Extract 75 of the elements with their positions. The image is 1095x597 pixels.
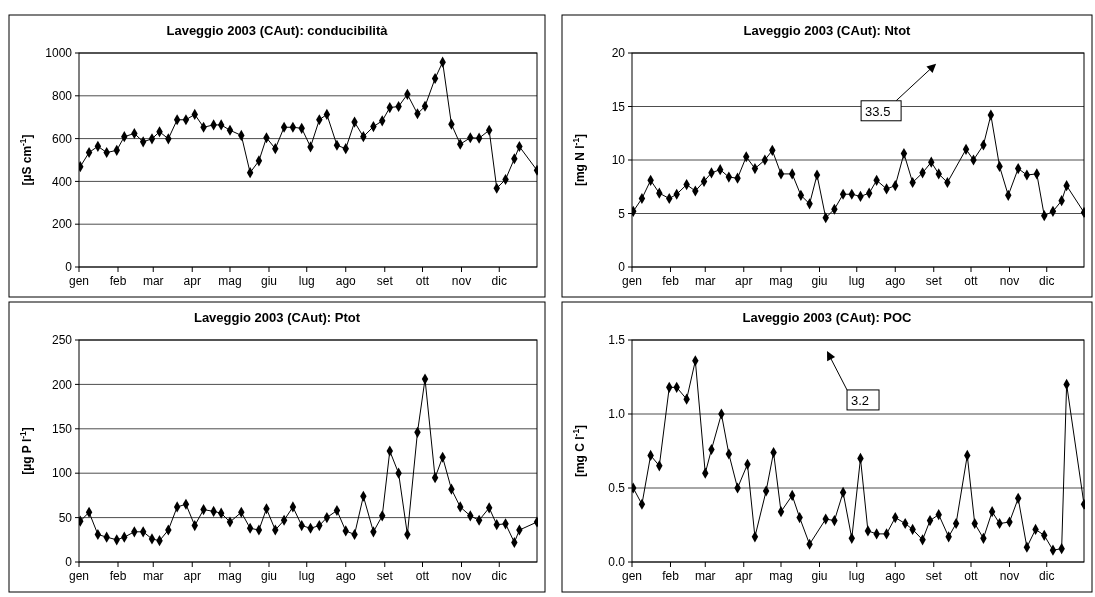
x-tick-label: mar [694, 569, 716, 583]
x-tick-label: gen [68, 569, 90, 583]
x-tick-label: gen [68, 274, 90, 288]
x-tick-label: ago [885, 274, 906, 288]
x-tick-label: feb [109, 274, 127, 288]
x-tick-label: nov [999, 274, 1020, 288]
x-tick-label: lug [298, 274, 315, 288]
x-tick-label: dic [1039, 274, 1055, 288]
y-tick-label: 20 [611, 46, 626, 61]
chart-title: Laveggio 2003 (CAut): Ntot [743, 23, 912, 38]
x-tick-label: set [925, 274, 943, 288]
x-tick-label: mag [218, 569, 242, 583]
x-tick-label: lug [848, 274, 865, 288]
x-tick-label: dic [491, 569, 507, 583]
y-tick-label: 150 [51, 422, 73, 436]
y-tick-label: 100 [51, 466, 73, 481]
x-tick-label: apr [735, 569, 753, 583]
x-tick-label: feb [662, 274, 680, 288]
x-tick-label: ago [335, 274, 357, 288]
annotation: 3.2 [851, 392, 870, 408]
y-tick-label: 1.0 [608, 407, 626, 422]
y-tick-label: 0 [65, 260, 73, 275]
y-tick-label: 600 [51, 131, 73, 146]
x-tick-label: apr [183, 569, 201, 583]
x-tick-label: feb [662, 569, 680, 583]
chart-title: Laveggio 2003 (CAut): Ptot [193, 310, 361, 325]
y-tick-label: 200 [51, 377, 73, 392]
x-tick-label: ott [964, 569, 979, 583]
chart-title: Laveggio 2003 (CAut): conducibilità [166, 23, 389, 38]
x-tick-label: mar [142, 274, 164, 288]
y-tick-label: 0 [65, 555, 73, 570]
y-tick-label: 200 [51, 217, 73, 232]
y-tick-label: 0 [618, 260, 626, 275]
x-tick-label: giu [811, 274, 828, 288]
y-tick-label: 50 [58, 510, 73, 525]
annotation: 33.5 [865, 103, 891, 119]
chart-title: Laveggio 2003 (CAut): POC [742, 310, 913, 325]
x-tick-label: nov [451, 274, 472, 288]
x-tick-label: gen [621, 274, 643, 288]
y-tick-label: 800 [51, 89, 73, 103]
x-tick-label: giu [260, 569, 277, 583]
x-tick-label: nov [999, 569, 1020, 583]
x-tick-label: mar [694, 274, 716, 288]
x-tick-label: ott [415, 274, 430, 288]
x-tick-label: lug [848, 569, 865, 583]
x-tick-label: giu [811, 569, 828, 583]
x-tick-label: set [925, 569, 943, 583]
y-tick-label: 5 [618, 206, 626, 221]
x-tick-label: feb [109, 569, 127, 583]
x-tick-label: set [376, 569, 394, 583]
x-tick-label: set [376, 274, 394, 288]
x-tick-label: apr [183, 274, 201, 288]
x-tick-label: ott [964, 274, 979, 288]
x-tick-label: apr [735, 274, 753, 288]
x-tick-label: dic [1039, 569, 1055, 583]
x-tick-label: lug [298, 569, 315, 583]
y-tick-label: 1000 [45, 46, 73, 61]
x-tick-label: nov [451, 569, 472, 583]
x-tick-label: mag [218, 274, 242, 288]
x-tick-label: gen [621, 569, 643, 583]
x-tick-label: giu [260, 274, 277, 288]
x-tick-label: mag [769, 569, 793, 583]
x-tick-label: mar [142, 569, 164, 583]
y-tick-label: 0.5 [608, 481, 626, 496]
x-tick-label: ago [885, 569, 906, 583]
x-tick-label: ago [335, 569, 357, 583]
x-tick-label: ott [415, 569, 430, 583]
y-tick-label: 1.5 [608, 333, 626, 348]
y-tick-label: 10 [611, 153, 626, 168]
x-tick-label: dic [491, 274, 507, 288]
y-tick-label: 0.0 [608, 555, 626, 570]
x-tick-label: mag [769, 274, 793, 288]
y-tick-label: 400 [51, 174, 73, 189]
y-tick-label: 15 [611, 99, 626, 114]
y-tick-label: 250 [51, 333, 73, 348]
